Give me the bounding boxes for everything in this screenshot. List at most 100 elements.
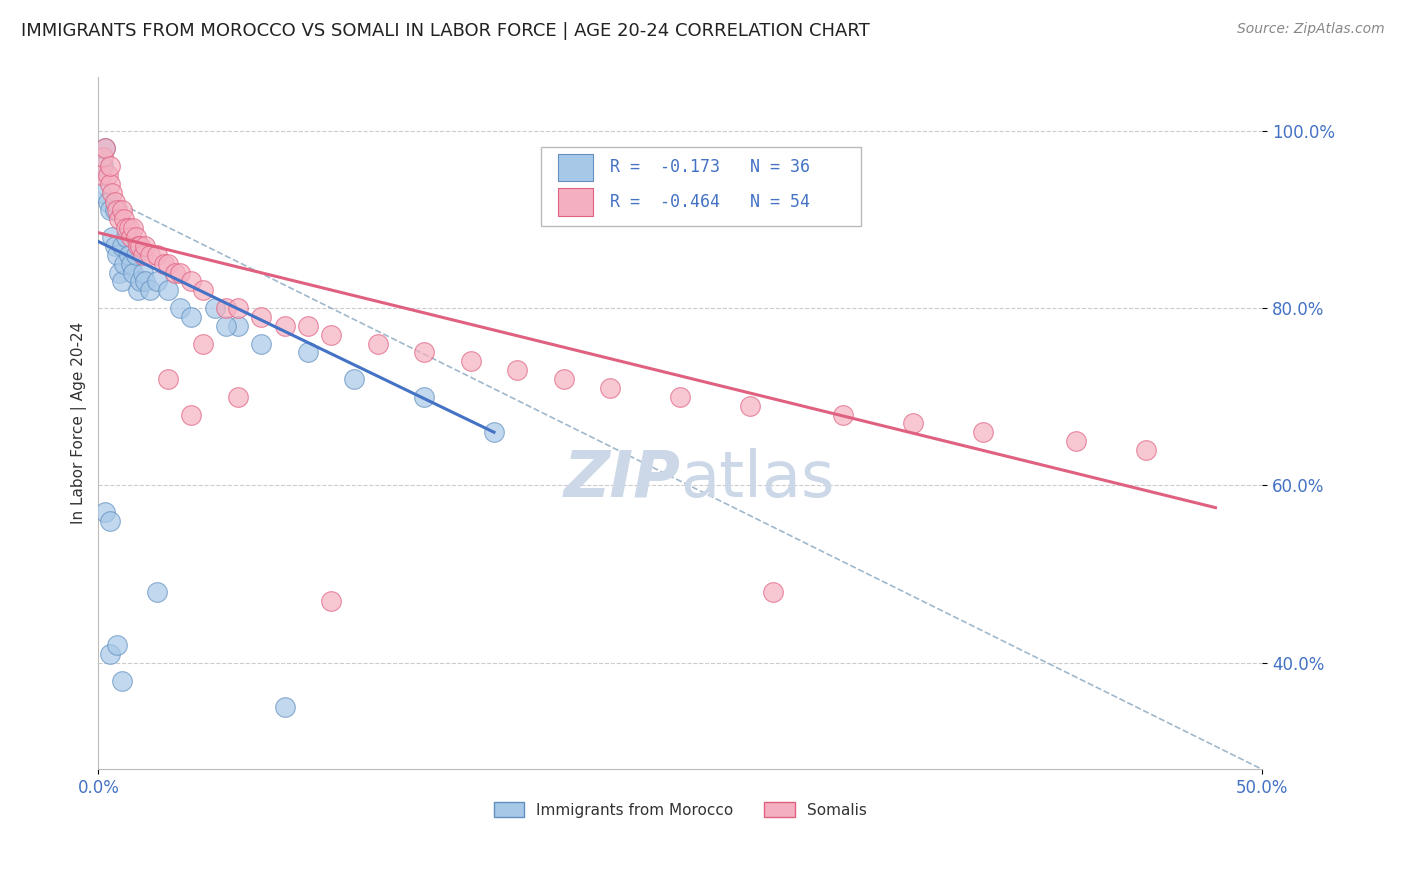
Point (901, 417, 924, 431)
Point (90, 186, 112, 200)
Point (738, 399, 761, 413)
Point (122, 221, 145, 235)
Point (98, 159, 121, 173)
Point (226, 390, 249, 404)
Point (129, 239, 152, 253)
Point (669, 390, 692, 404)
Point (127, 283, 149, 297)
Point (94, 505, 117, 519)
Point (112, 212, 135, 227)
Point (460, 354, 482, 368)
Point (145, 585, 167, 599)
Y-axis label: In Labor Force | Age 20-24: In Labor Force | Age 20-24 (72, 322, 87, 524)
Text: atlas: atlas (681, 448, 835, 509)
Point (506, 363, 529, 377)
Point (1064, 434, 1087, 449)
Point (129, 275, 152, 289)
Point (165, 266, 187, 280)
Point (117, 248, 139, 262)
Point (157, 257, 180, 271)
Point (169, 266, 191, 280)
Point (273, 700, 295, 714)
Point (98, 514, 121, 528)
Point (319, 327, 342, 342)
Point (215, 301, 238, 315)
Point (157, 283, 180, 297)
Point (124, 248, 146, 262)
Point (111, 239, 134, 253)
Point (97, 168, 120, 182)
Point (101, 230, 124, 244)
Point (120, 230, 142, 244)
Point (105, 203, 128, 218)
Point (122, 266, 145, 280)
Text: ZIP: ZIP (564, 448, 681, 509)
Point (127, 239, 149, 253)
Point (367, 336, 389, 351)
Point (145, 248, 167, 262)
Point (157, 372, 180, 386)
Point (180, 310, 202, 324)
Point (124, 230, 146, 244)
Point (104, 239, 127, 253)
FancyBboxPatch shape (558, 153, 593, 181)
Point (297, 345, 319, 359)
Point (108, 212, 131, 227)
Point (226, 301, 249, 315)
Point (91, 159, 114, 173)
Point (117, 221, 139, 235)
Point (101, 186, 124, 200)
Text: IMMIGRANTS FROM MOROCCO VS SOMALI IN LABOR FORCE | AGE 20-24 CORRELATION CHART: IMMIGRANTS FROM MOROCCO VS SOMALI IN LAB… (21, 22, 870, 40)
Point (226, 318, 249, 333)
Point (104, 194, 127, 209)
Point (91, 150, 114, 164)
Point (145, 275, 167, 289)
Point (343, 372, 366, 386)
Point (138, 248, 160, 262)
Point (104, 203, 127, 218)
Point (94, 141, 117, 155)
Point (180, 275, 202, 289)
Point (482, 425, 505, 440)
Point (599, 381, 621, 395)
Point (105, 638, 128, 652)
Point (762, 585, 785, 599)
Point (138, 283, 160, 297)
Point (97, 194, 120, 209)
Point (191, 283, 214, 297)
Point (832, 408, 855, 422)
Point (273, 318, 295, 333)
Point (111, 203, 134, 218)
Point (1135, 442, 1157, 457)
Point (112, 257, 135, 271)
Point (553, 372, 575, 386)
FancyBboxPatch shape (540, 146, 860, 227)
Point (90, 168, 112, 182)
Point (169, 301, 191, 315)
Point (413, 390, 436, 404)
Point (98, 177, 121, 191)
Point (131, 248, 153, 262)
Point (180, 408, 202, 422)
Point (134, 275, 156, 289)
Point (191, 336, 214, 351)
FancyBboxPatch shape (558, 188, 593, 216)
Point (115, 230, 138, 244)
Point (250, 310, 273, 324)
Point (134, 239, 156, 253)
Point (120, 257, 142, 271)
Point (131, 266, 153, 280)
Text: Source: ZipAtlas.com: Source: ZipAtlas.com (1237, 22, 1385, 37)
Legend: Immigrants from Morocco, Somalis: Immigrants from Morocco, Somalis (488, 796, 873, 824)
Text: R =  -0.464   N = 54: R = -0.464 N = 54 (610, 193, 810, 211)
Point (115, 221, 138, 235)
Point (98, 203, 121, 218)
Point (250, 336, 273, 351)
Point (108, 266, 131, 280)
Point (105, 248, 128, 262)
Point (297, 318, 319, 333)
Point (111, 275, 134, 289)
Point (111, 673, 134, 688)
Point (319, 594, 342, 608)
Point (215, 318, 238, 333)
